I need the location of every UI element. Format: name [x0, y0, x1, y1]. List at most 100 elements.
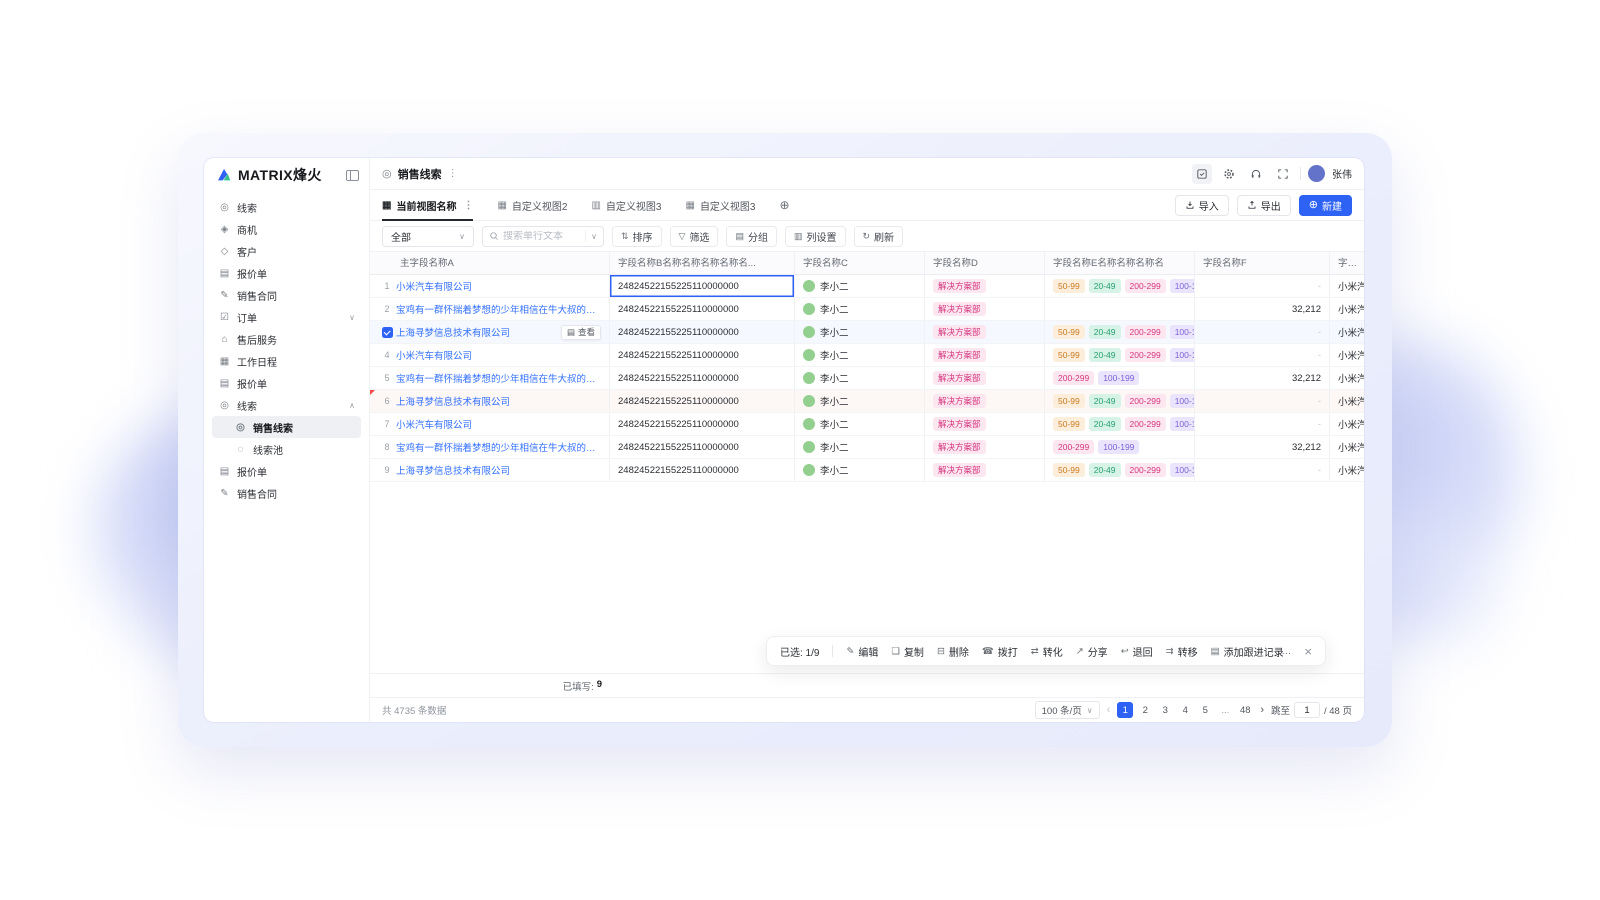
amount-cell[interactable]: - [1195, 413, 1330, 435]
field-g-cell[interactable]: 小米汽 [1338, 420, 1364, 431]
sidebar-item-客户[interactable]: ◇ 客户 [212, 240, 361, 262]
sidebar-item-商机[interactable]: ◈ 商机 [212, 218, 361, 240]
record-link[interactable]: 宝鸡有一群怀揣着梦想的少年相信在牛大叔的带领下... [396, 443, 601, 454]
sidebar-item-售后服务[interactable]: ⌂ 售后服务 [212, 328, 361, 350]
amount-cell[interactable]: 32,212 [1195, 367, 1330, 389]
field-g-cell[interactable]: 小米汽 [1338, 305, 1364, 316]
sidebar-item-报价单[interactable]: ▤ 报价单 [212, 372, 361, 394]
department-cell[interactable]: 解决方案部 [925, 390, 1045, 412]
view-tab-1[interactable]: ▦ 当前视图名称 ⋮ [382, 190, 474, 221]
note-action-button[interactable]: ▤ 添加跟进记录 [1211, 644, 1284, 659]
amount-cell[interactable]: - [1195, 275, 1330, 297]
record-link[interactable]: 上海寻梦信息技术有限公司 [396, 397, 511, 408]
jump-page-input[interactable] [1294, 702, 1320, 718]
share-action-button[interactable]: ↗ 分享 [1076, 644, 1108, 659]
settings-gear-icon[interactable] [1219, 164, 1239, 184]
prev-page-icon[interactable]: ‹ [1106, 704, 1111, 716]
more-actions-icon[interactable]: … [1281, 645, 1292, 657]
column-header-3[interactable]: 字段名称D [925, 252, 1045, 274]
field-g-cell[interactable]: 小米汽 [1338, 466, 1364, 477]
search-field-chevron-icon[interactable]: ∨ [585, 230, 597, 242]
field-g-cell[interactable]: 小米汽 [1338, 374, 1364, 385]
sidebar-item-工作日程[interactable]: ▦ 工作日程 [212, 350, 361, 372]
range-tags-cell[interactable] [1045, 298, 1195, 320]
sidebar-item-报价单[interactable]: ▤ 报价单 [212, 262, 361, 284]
title-menu-icon[interactable]: ⋮ [447, 168, 458, 179]
field-b-cell[interactable]: 24824522155225110000000 [610, 367, 795, 389]
range-tags-cell[interactable]: 200-299 100-199 [1045, 436, 1195, 458]
field-b-cell[interactable]: 24824522155225110000000 [610, 436, 795, 458]
amount-cell[interactable]: - [1195, 390, 1330, 412]
amount-cell[interactable]: 32,212 [1195, 436, 1330, 458]
export-button[interactable]: 导出 [1236, 194, 1291, 216]
next-page-icon[interactable]: › [1260, 704, 1264, 716]
add-view-icon[interactable]: ⊕ [779, 198, 790, 212]
collapse-sidebar-icon[interactable] [346, 169, 359, 181]
page-number-2[interactable]: 2 [1142, 704, 1148, 716]
amount-cell[interactable]: - [1195, 321, 1330, 343]
column-header-5[interactable]: 字段名称F [1195, 252, 1330, 274]
field-b-cell[interactable]: 24824522155225110000000 [610, 459, 795, 481]
owner-cell[interactable]: 李小二 [795, 321, 925, 343]
refresh-button[interactable]: ↻ 刷新 [853, 225, 904, 247]
owner-cell[interactable]: 李小二 [795, 413, 925, 435]
column-header-2[interactable]: 字段名称C [795, 252, 925, 274]
delete-action-button[interactable]: ⊟ 删除 [937, 644, 969, 659]
column-header-6[interactable]: 字段名 [1338, 258, 1364, 269]
call-action-button[interactable]: ☎ 拨打 [982, 644, 1018, 659]
department-cell[interactable]: 解决方案部 [925, 298, 1045, 320]
sidebar-item-销售合同[interactable]: ✎ 销售合同 [212, 284, 361, 306]
import-button[interactable]: 导入 [1174, 194, 1229, 216]
columns-button[interactable]: ▥ 列设置 [784, 225, 846, 247]
sidebar-item-销售线索[interactable]: ◎ 销售线索 [212, 416, 361, 438]
column-header-0[interactable]: 主字段名称A [370, 252, 610, 274]
owner-cell[interactable]: 李小二 [795, 367, 925, 389]
owner-cell[interactable]: 李小二 [795, 459, 925, 481]
group-button[interactable]: ▤ 分组 [726, 225, 777, 247]
create-button[interactable]: ⊕ 新建 [1298, 194, 1352, 216]
copy-action-button[interactable]: ❏ 复制 [891, 644, 924, 659]
page-number-48[interactable]: 48 [1240, 704, 1251, 716]
field-g-cell[interactable]: 小米汽 [1338, 328, 1364, 339]
scope-select[interactable]: 全部 ∨ [382, 225, 474, 247]
view-tab-3[interactable]: ▥ 自定义视图3 [591, 190, 661, 220]
view-record-button[interactable]: ▤ 查看 [560, 324, 601, 340]
sidebar-item-线索池[interactable]: ◌ 线索池 [212, 438, 361, 460]
record-link[interactable]: 小米汽车有限公司 [396, 420, 473, 431]
fullscreen-icon[interactable] [1273, 164, 1293, 184]
record-link[interactable]: 上海寻梦信息技术有限公司 [396, 328, 511, 339]
return-action-button[interactable]: ↩ 退回 [1121, 644, 1153, 659]
view-tab-4[interactable]: ▦ 自定义视图3 [685, 190, 755, 220]
field-b-cell[interactable]: 24824522155225110000000 [610, 344, 795, 366]
sidebar-item-报价单[interactable]: ▤ 报价单 [212, 460, 361, 482]
filter-button[interactable]: ▽ 筛选 [669, 225, 719, 247]
department-cell[interactable]: 解决方案部 [925, 413, 1045, 435]
sort-button[interactable]: ⇅ 排序 [612, 225, 662, 247]
record-link[interactable]: 上海寻梦信息技术有限公司 [396, 466, 511, 477]
owner-cell[interactable]: 李小二 [795, 436, 925, 458]
record-link[interactable]: 宝鸡有一群怀揣着梦想的少年相信在牛大叔的带领下... [396, 374, 601, 385]
field-g-cell[interactable]: 小米汽 [1338, 443, 1364, 454]
page-number-5[interactable]: 5 [1202, 704, 1208, 716]
amount-cell[interactable]: - [1195, 344, 1330, 366]
field-b-cell[interactable]: 24824522155225110000000 [610, 275, 795, 297]
support-headset-icon[interactable] [1246, 164, 1266, 184]
sidebar-item-销售合同[interactable]: ✎ 销售合同 [212, 482, 361, 504]
owner-cell[interactable]: 李小二 [795, 344, 925, 366]
sidebar-item-线索[interactable]: ◎ 线索 ∧ [212, 394, 361, 416]
search-input[interactable] [503, 230, 582, 242]
amount-cell[interactable]: 32,212 [1195, 298, 1330, 320]
department-cell[interactable]: 解决方案部 [925, 344, 1045, 366]
convert-action-button[interactable]: ⇄ 转化 [1031, 644, 1063, 659]
department-cell[interactable]: 解决方案部 [925, 436, 1045, 458]
department-cell[interactable]: 解决方案部 [925, 459, 1045, 481]
tab-menu-icon[interactable]: ⋮ [463, 199, 474, 211]
owner-cell[interactable]: 李小二 [795, 275, 925, 297]
field-b-cell[interactable]: 24824522155225110000000 [610, 413, 795, 435]
